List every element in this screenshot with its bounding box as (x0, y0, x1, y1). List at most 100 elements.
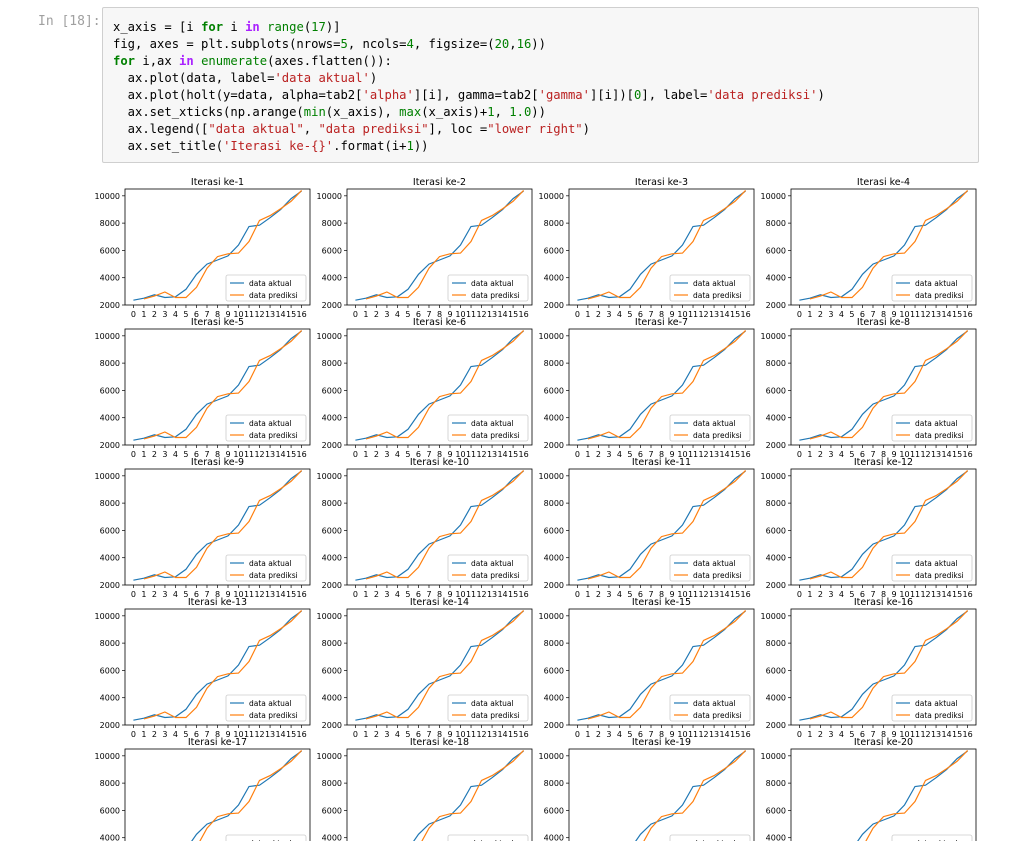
y-tick-label: 6000 (544, 246, 564, 255)
x-tick-label: 12 (254, 590, 264, 599)
x-tick-label: 15 (286, 310, 296, 319)
x-tick-label: 6 (416, 590, 421, 599)
x-tick-label: 11 (244, 730, 254, 739)
y-tick-label: 2000 (544, 721, 564, 730)
x-tick-label: 1 (807, 310, 812, 319)
series-line-prediksi (809, 329, 969, 440)
series-line-aktual (577, 190, 746, 301)
code-editor[interactable]: x_axis = [i for i in range(17)] fig, axe… (113, 19, 825, 155)
legend-box (891, 834, 973, 841)
x-tick-label: 8 (437, 310, 442, 319)
y-tick-label: 6000 (100, 806, 120, 815)
x-tick-label: 16 (962, 310, 972, 319)
x-tick-label: 10 (899, 450, 909, 459)
subplot-title: Iterasi ke-3 (635, 177, 688, 188)
y-tick-label: 2000 (322, 581, 342, 590)
x-tick-label: 4 (173, 310, 178, 319)
legend-label: data aktual (471, 559, 514, 568)
series-line-prediksi (365, 609, 525, 720)
series-line-aktual (413, 750, 524, 841)
legend-label: data prediksi (249, 431, 298, 440)
series-line-aktual (355, 610, 524, 721)
legend-box (225, 834, 307, 841)
y-tick-label: 6000 (544, 386, 564, 395)
x-tick-label: 11 (688, 730, 698, 739)
x-tick-label: 5 (183, 590, 188, 599)
subplot-18: Iterasi ke-18200040006000800010000012345… (317, 737, 533, 841)
subplot-title: Iterasi ke-9 (191, 457, 244, 468)
x-tick-label: 6 (416, 310, 421, 319)
x-tick-label: 10 (233, 310, 243, 319)
y-tick-label: 10000 (317, 612, 342, 621)
x-tick-label: 1 (141, 450, 146, 459)
y-tick-label: 8000 (322, 219, 342, 228)
series-line-aktual (799, 610, 968, 721)
legend-label: data aktual (915, 559, 958, 568)
x-tick-label: 4 (395, 730, 400, 739)
x-tick-label: 1 (363, 450, 368, 459)
x-tick-label: 10 (899, 590, 909, 599)
x-tick-label: 3 (606, 450, 611, 459)
x-tick-label: 13 (487, 310, 497, 319)
legend-label: data prediksi (693, 571, 742, 580)
x-tick-label: 13 (931, 590, 941, 599)
x-tick-label: 3 (606, 590, 611, 599)
x-tick-label: 3 (162, 450, 167, 459)
x-tick-label: 14 (941, 590, 951, 599)
x-tick-label: 12 (920, 450, 930, 459)
x-tick-label: 14 (719, 310, 729, 319)
series-line-aktual (799, 470, 968, 581)
legend-label: data aktual (693, 699, 736, 708)
plot-frame (568, 748, 755, 841)
x-tick-label: 1 (585, 590, 590, 599)
legend-box (669, 414, 751, 442)
x-tick-label: 5 (627, 730, 632, 739)
x-tick-label: 1 (363, 310, 368, 319)
y-tick-label: 10000 (539, 472, 564, 481)
x-tick-label: 9 (891, 590, 896, 599)
x-tick-label: 16 (740, 590, 750, 599)
legend-box (225, 694, 307, 722)
x-tick-label: 0 (131, 310, 136, 319)
x-tick-label: 5 (627, 450, 632, 459)
series-line-aktual (577, 610, 746, 721)
y-tick-label: 6000 (766, 666, 786, 675)
y-tick-label: 8000 (544, 499, 564, 508)
y-tick-label: 2000 (100, 441, 120, 450)
x-tick-label: 2 (374, 590, 379, 599)
subplot-title: Iterasi ke-17 (188, 737, 247, 748)
y-tick-label: 6000 (100, 246, 120, 255)
series-line-aktual (577, 330, 746, 441)
x-tick-label: 12 (920, 310, 930, 319)
x-tick-label: 14 (497, 450, 507, 459)
y-tick-label: 10000 (95, 192, 120, 201)
series-line-prediksi (421, 749, 525, 841)
x-tick-label: 13 (265, 310, 275, 319)
x-tick-label: 0 (353, 730, 358, 739)
y-tick-label: 2000 (544, 441, 564, 450)
x-tick-label: 10 (233, 730, 243, 739)
code-line-1: x_axis = [i for i in range(17)] (113, 20, 341, 34)
x-tick-label: 7 (204, 310, 209, 319)
y-tick-label: 4000 (322, 834, 342, 841)
code-cell-input[interactable]: x_axis = [i for i in range(17)] fig, axe… (102, 7, 979, 163)
legend-box (669, 694, 751, 722)
y-tick-label: 6000 (322, 666, 342, 675)
x-tick-label: 2 (596, 590, 601, 599)
subplot-title: Iterasi ke-18 (410, 737, 469, 748)
subplot-title: Iterasi ke-11 (632, 457, 691, 468)
legend-box (891, 694, 973, 722)
subplot-title: Iterasi ke-1 (191, 177, 244, 188)
x-tick-label: 0 (131, 730, 136, 739)
legend-label: data aktual (249, 419, 292, 428)
legend-box (891, 554, 973, 582)
y-tick-label: 10000 (761, 472, 786, 481)
x-tick-label: 9 (891, 310, 896, 319)
x-tick-label: 13 (487, 450, 497, 459)
x-tick-label: 7 (870, 450, 875, 459)
x-tick-label: 8 (881, 450, 886, 459)
x-tick-label: 5 (627, 310, 632, 319)
x-tick-label: 2 (596, 310, 601, 319)
